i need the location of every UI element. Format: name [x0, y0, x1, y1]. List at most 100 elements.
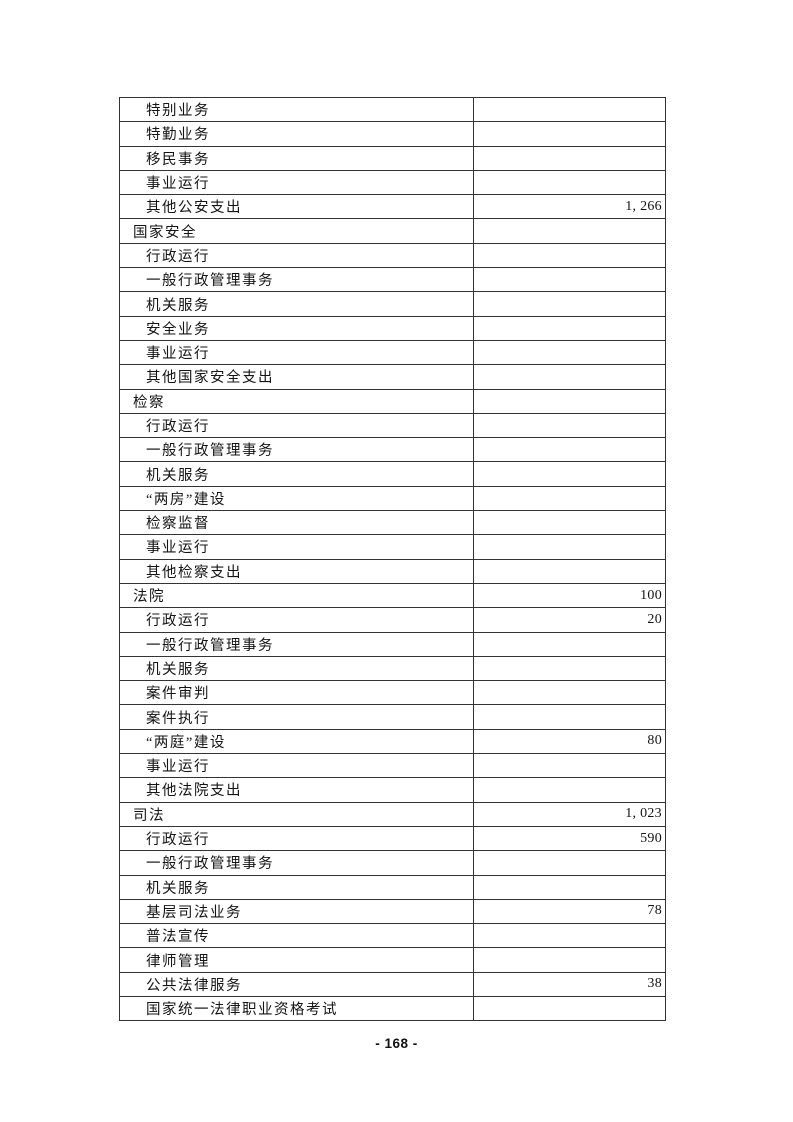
table-row: 行政运行	[120, 413, 665, 439]
item-value	[474, 487, 665, 510]
item-label: 律师管理	[120, 948, 474, 972]
table-row: 机关服务	[120, 462, 665, 487]
item-value	[474, 365, 665, 388]
table-row: “两房”建设	[120, 486, 665, 512]
table-row: 机关服务	[120, 656, 665, 682]
item-label: 案件审判	[120, 681, 474, 705]
item-value	[474, 705, 665, 728]
item-value: 590	[640, 830, 662, 846]
table-row: 事业运行	[120, 535, 665, 560]
item-label: 其他法院支出	[120, 778, 474, 802]
budget-table: 特别业务 特勤业务 移民事务 事业运行 其他公安支出 1, 266 国家安全 行政运行 一般行政…	[119, 97, 666, 1021]
item-value	[474, 244, 665, 267]
item-label: 案件执行	[120, 705, 474, 729]
item-value	[474, 122, 665, 145]
item-label: 机关服务	[120, 292, 474, 316]
item-label: 国家安全	[120, 219, 474, 243]
item-label: 公共法律服务	[120, 972, 474, 996]
item-label: 国家统一法律职业资格考试	[120, 996, 474, 1021]
item-label: 一般行政管理事务	[120, 851, 474, 875]
table-row: 其他国家安全支出	[120, 365, 665, 390]
table-row: 一般行政管理事务	[120, 851, 665, 876]
item-value	[474, 98, 665, 121]
table-row: 特勤业务	[120, 122, 665, 147]
item-value	[474, 778, 665, 801]
table-row: 普法宣传	[120, 924, 665, 949]
item-value	[474, 851, 665, 874]
item-value	[474, 876, 665, 899]
item-value	[474, 681, 665, 704]
table-row: 事业运行	[120, 340, 665, 366]
table-row: 行政运行 590	[120, 826, 665, 852]
item-label: 司法	[120, 802, 474, 826]
item-value	[474, 535, 665, 558]
page-number: - 168 -	[375, 1036, 418, 1051]
item-label: 特别业务	[120, 98, 474, 122]
item-label: 移民事务	[120, 146, 474, 170]
table-row: 检察监督	[120, 511, 665, 536]
item-value	[474, 438, 665, 461]
item-value	[474, 171, 665, 194]
item-label: 一般行政管理事务	[120, 632, 474, 656]
item-value	[474, 633, 665, 656]
item-value: 80	[647, 733, 662, 749]
item-label: 特勤业务	[120, 122, 474, 146]
table-row: 安全业务	[120, 316, 665, 341]
table-row: 机关服务	[120, 875, 665, 900]
table-row: 国家安全	[120, 219, 665, 244]
item-label: 安全业务	[120, 316, 474, 340]
table-row: 公共法律服务 38	[120, 972, 665, 997]
table-row: 一般行政管理事务	[120, 268, 665, 293]
item-value: 38	[647, 976, 662, 992]
table-row: 机关服务	[120, 292, 665, 317]
item-value	[474, 560, 665, 583]
item-value	[474, 268, 665, 291]
item-value	[474, 414, 665, 437]
item-value	[474, 997, 665, 1020]
item-label: 行政运行	[120, 413, 474, 438]
item-value	[474, 317, 665, 340]
table-row: 移民事务	[120, 146, 665, 171]
item-value: 78	[647, 903, 662, 919]
item-value: 1, 266	[625, 198, 662, 214]
table-row: 其他公安支出 1, 266	[120, 195, 665, 220]
item-label: “两房”建设	[120, 486, 474, 511]
table-row: 国家统一法律职业资格考试	[120, 996, 665, 1021]
table-row: 其他法院支出	[120, 778, 665, 803]
item-value	[474, 292, 665, 315]
item-label: 行政运行	[120, 608, 474, 632]
item-label: 法院	[120, 583, 474, 608]
item-label: 事业运行	[120, 754, 474, 778]
item-value	[474, 948, 665, 971]
table-row: 一般行政管理事务	[120, 632, 665, 657]
table-row: 行政运行	[120, 243, 665, 269]
item-label: 行政运行	[120, 826, 474, 851]
table-row: 基层司法业务 78	[120, 899, 665, 925]
item-value: 1, 023	[625, 806, 662, 822]
table-row: 一般行政管理事务	[120, 438, 665, 463]
item-label: “两庭”建设	[120, 729, 474, 754]
table-row: 律师管理	[120, 948, 665, 973]
item-value	[474, 341, 665, 364]
table-row: 特别业务	[120, 98, 665, 123]
item-label: 其他国家安全支出	[120, 365, 474, 389]
item-label: 其他公安支出	[120, 195, 474, 219]
item-value: 20	[647, 611, 662, 627]
table-row: 事业运行	[120, 170, 665, 196]
item-value	[474, 511, 665, 534]
item-label: 一般行政管理事务	[120, 268, 474, 292]
item-value	[474, 924, 665, 947]
item-value	[474, 657, 665, 680]
table-row: 其他检察支出	[120, 559, 665, 584]
table-row: 事业运行	[120, 754, 665, 779]
item-label: 机关服务	[120, 875, 474, 899]
item-label: 一般行政管理事务	[120, 438, 474, 462]
item-value	[474, 754, 665, 777]
item-label: 检察	[120, 389, 474, 413]
table-row: 司法 1, 023	[120, 802, 665, 827]
item-label: 事业运行	[120, 535, 474, 559]
item-value: 100	[640, 587, 662, 603]
item-value	[474, 219, 665, 242]
item-value	[474, 390, 665, 413]
